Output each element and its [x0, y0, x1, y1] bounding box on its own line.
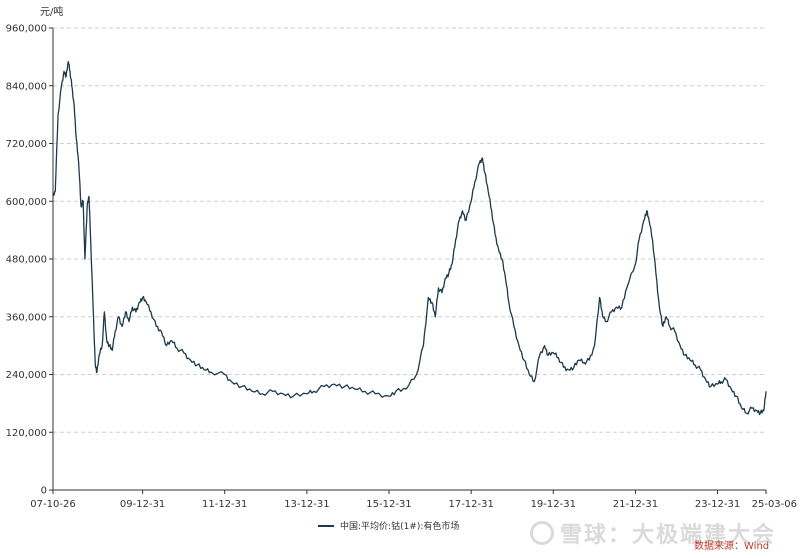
y-tick-label: 240,000: [6, 370, 47, 381]
x-tick-label: 23-12-31: [695, 499, 740, 510]
x-tick-label: 17-12-31: [448, 499, 493, 510]
y-tick-label: 120,000: [6, 428, 47, 439]
x-tick-label: 07-10-26: [30, 499, 75, 510]
legend[interactable]: 中国:平均价:钴(1#):有色市场: [318, 519, 459, 532]
y-tick-label: 840,000: [6, 81, 47, 92]
y-tick-label: 480,000: [6, 255, 47, 266]
x-axis: 07-10-26 09-12-31 11-12-31 13-12-31 15-12-31…: [30, 489, 797, 510]
y-unit-label: 元/吨: [40, 5, 63, 18]
snowball-logo-icon: [530, 521, 554, 545]
data-source: 数据来源：Wind: [694, 541, 770, 552]
series-line[interactable]: [52, 61, 767, 416]
series-layer: [52, 61, 767, 416]
watermark: 雪球：大极端建大会: [530, 517, 776, 549]
y-axis: 0 120,000 240,000 360,000 480,000 600,000 720,…: [6, 24, 54, 497]
x-tick-label: 25-03-06: [752, 499, 797, 510]
y-tick-label: 720,000: [6, 139, 47, 150]
x-tick-label: 13-12-31: [284, 499, 329, 510]
watermark-text: 雪球：大极端建大会: [560, 523, 777, 548]
gridlines: [53, 27, 766, 433]
y-tick-label: 960,000: [6, 24, 47, 35]
y-tick-label: 600,000: [6, 197, 47, 208]
legend-swatch: [318, 524, 334, 527]
x-tick-label: 21-12-31: [613, 499, 658, 510]
legend-label: 中国:平均价:钴(1#):有色市场: [340, 522, 460, 532]
x-tick-label: 19-12-31: [531, 499, 576, 510]
x-tick-label: 11-12-31: [202, 499, 247, 510]
y-tick-label: 360,000: [6, 312, 47, 323]
x-tick-label: 15-12-31: [366, 499, 411, 510]
x-tick-label: 09-12-31: [120, 499, 165, 510]
y-tick-label: 0: [41, 486, 47, 497]
